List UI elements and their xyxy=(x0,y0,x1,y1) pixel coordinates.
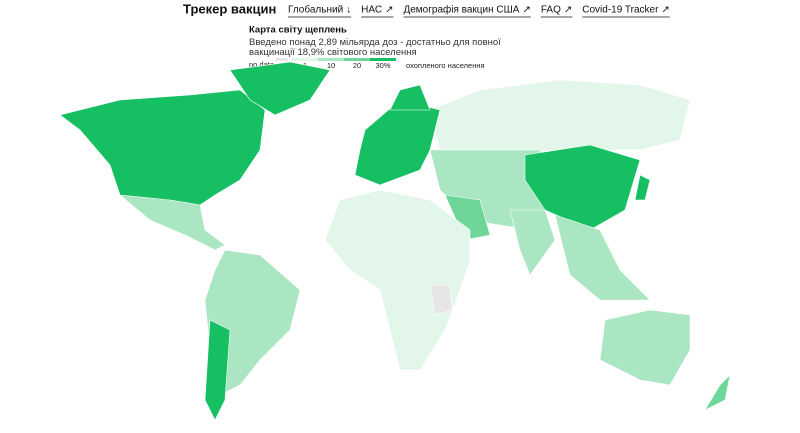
map-title: Карта світу щеплень xyxy=(249,25,347,36)
legend-swatch xyxy=(292,58,318,61)
subtitle-text: Введено понад 2,89 мільярда доз - достат… xyxy=(249,37,501,58)
legend-tick: 20 xyxy=(353,61,361,70)
nav-icon: ↗ xyxy=(385,5,393,16)
world-map xyxy=(59,61,731,421)
country-region xyxy=(119,194,226,251)
country-region xyxy=(229,61,331,116)
country-region xyxy=(524,144,641,231)
nav-link[interactable]: НАС xyxy=(361,5,382,16)
legend: no data1102030%охопленого населення xyxy=(249,58,485,70)
country-region xyxy=(324,189,471,371)
nav-icon: ↗ xyxy=(522,5,530,16)
country-region xyxy=(354,99,441,186)
country-region xyxy=(704,374,731,411)
legend-swatch xyxy=(344,58,370,61)
legend-swatch xyxy=(318,58,344,61)
country-region xyxy=(554,214,651,301)
country-region xyxy=(204,319,231,421)
legend-tick: 10 xyxy=(327,61,335,70)
legend-tick: 30% xyxy=(375,61,390,70)
country-region xyxy=(509,209,556,276)
nav-link[interactable]: Демографія вакцин США xyxy=(403,4,519,16)
nav-icon: ↗ xyxy=(564,5,572,16)
country-region xyxy=(429,79,691,156)
legend-label: охопленого населення xyxy=(406,61,485,70)
country-region xyxy=(634,174,651,201)
nav-bar: Глобальний ↓ НАС ↗ Демографія вакцин США ↗ FAQ… xyxy=(288,4,670,18)
country-region xyxy=(59,89,266,211)
country-region xyxy=(204,249,301,396)
nav-link[interactable]: Covid-19 Tracker xyxy=(582,5,659,16)
subtitle-line: Введено понад 2,89 мільярда доз - достат… xyxy=(249,37,501,58)
nav-link[interactable]: Глобальний xyxy=(288,4,343,16)
legend-no-data: no data xyxy=(249,60,275,69)
country-region xyxy=(599,309,691,386)
nav-icon: ↓ xyxy=(346,5,351,16)
legend-swatch xyxy=(370,58,396,61)
map-subtitle: Введено понад 2,89 мільярда доз - достат… xyxy=(249,37,501,58)
nav-icon: ↗ xyxy=(661,5,669,16)
legend-swatch xyxy=(276,58,288,61)
country-region xyxy=(429,284,453,316)
country-region xyxy=(389,84,431,111)
nav-link[interactable]: FAQ xyxy=(541,5,561,16)
app-title: Трекер вакцин xyxy=(183,1,276,16)
